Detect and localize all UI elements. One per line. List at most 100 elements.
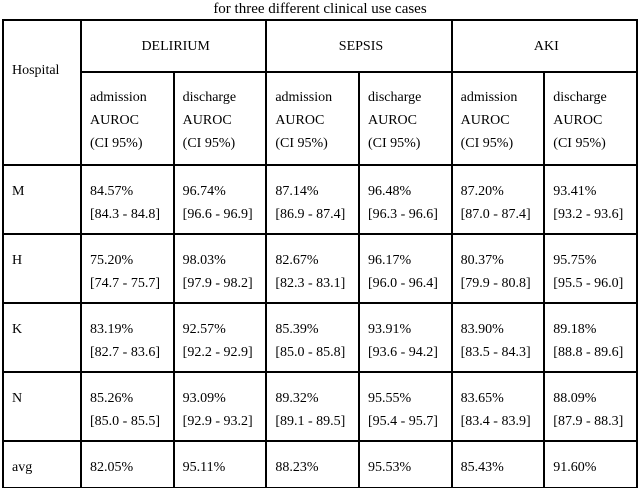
- auroc-ci: [87.9 - 88.3]: [553, 414, 624, 429]
- auroc-ci: [79.9 - 80.8]: [460, 276, 531, 291]
- subheader-sepsis-discharge: discharge AUROC (CI 95%): [357, 71, 453, 166]
- auroc-value: 91.60%: [553, 460, 597, 475]
- auroc-ci: [96.0 - 96.4]: [367, 276, 438, 291]
- group-header-sepsis: SEPSIS: [265, 19, 453, 73]
- auroc-ci: [93.2 - 93.6]: [553, 207, 624, 222]
- subheader-line: (CI 95%): [182, 136, 236, 151]
- subheader-line: admission: [460, 90, 518, 105]
- auroc-cell: 83.19% [82.7 - 83.6]: [80, 302, 175, 373]
- subheader-line: AUROC: [367, 113, 417, 128]
- hospital-column-header: Hospital: [2, 19, 82, 166]
- subheader-line: discharge: [367, 90, 422, 105]
- auroc-value: 83.90%: [460, 322, 504, 337]
- auroc-cell: 84.57% [84.3 - 84.8]: [80, 164, 175, 235]
- subheader-delirium-admission: admission AUROC (CI 95%): [80, 71, 175, 166]
- subheader-line: (CI 95%): [553, 136, 606, 151]
- auroc-cell: 95.53%: [357, 440, 453, 488]
- table-row-hospital-h: H 75.20% [74.7 - 75.7] 98.03% [97.9 - 98…: [2, 233, 638, 304]
- auroc-ci: [88.8 - 89.6]: [553, 345, 624, 360]
- auroc-ci: [89.1 - 89.5]: [275, 414, 346, 429]
- subheader-line: AUROC: [553, 113, 603, 128]
- auroc-value: 95.11%: [182, 460, 226, 475]
- table-row-hospital-k: K 83.19% [82.7 - 83.6] 92.57% [92.2 - 92…: [2, 302, 638, 373]
- auroc-value: 93.09%: [182, 391, 226, 406]
- table-row-average: avg 82.05% 95.11% 88.23% 95.53% 85.43% 9…: [2, 440, 638, 488]
- table-row-hospital-n: N 85.26% [85.0 - 85.5] 93.09% [92.9 - 93…: [2, 371, 638, 442]
- group-header-aki: AKI: [450, 19, 639, 73]
- subheader-line: admission: [275, 90, 333, 105]
- auroc-ci: [95.5 - 96.0]: [553, 276, 624, 291]
- auroc-cell: 85.26% [85.0 - 85.5]: [80, 371, 175, 442]
- auroc-ci: [92.9 - 93.2]: [182, 414, 253, 429]
- auroc-value: 85.43%: [460, 460, 504, 475]
- auroc-cell: 87.20% [87.0 - 87.4]: [450, 164, 546, 235]
- auroc-cell: 92.57% [92.2 - 92.9]: [172, 302, 268, 373]
- auroc-value: 93.41%: [553, 184, 597, 199]
- auroc-ci: [84.3 - 84.8]: [90, 207, 160, 222]
- auroc-cell: 89.18% [88.8 - 89.6]: [543, 302, 638, 373]
- auroc-cell: 98.03% [97.9 - 98.2]: [172, 233, 268, 304]
- subheader-line: discharge: [182, 90, 237, 105]
- auroc-value: 82.67%: [275, 253, 319, 268]
- auroc-cell: 96.48% [96.3 - 96.6]: [357, 164, 453, 235]
- subheader-line: (CI 95%): [367, 136, 421, 151]
- subheader-line: AUROC: [90, 113, 140, 128]
- auroc-value: 95.53%: [367, 460, 412, 475]
- auroc-ci: [85.0 - 85.8]: [275, 345, 346, 360]
- row-label: avg: [2, 440, 82, 488]
- auroc-ci: [95.4 - 95.7]: [367, 414, 438, 429]
- auroc-value: 89.32%: [275, 391, 319, 406]
- auroc-value: 87.14%: [275, 184, 319, 199]
- auroc-ci: [85.0 - 85.5]: [90, 414, 160, 429]
- auroc-value: 85.39%: [275, 322, 319, 337]
- auroc-value: 98.03%: [182, 253, 226, 268]
- auroc-value: 95.75%: [553, 253, 597, 268]
- auroc-value: 96.48%: [367, 184, 412, 199]
- subheader-aki-discharge: discharge AUROC (CI 95%): [543, 71, 638, 166]
- auroc-cell: 95.55% [95.4 - 95.7]: [357, 371, 453, 442]
- row-label: K: [2, 302, 82, 373]
- auroc-value: 83.65%: [460, 391, 504, 406]
- row-label: N: [2, 371, 82, 442]
- auroc-cell: 93.91% [93.6 - 94.2]: [357, 302, 453, 373]
- auroc-ci: [82.7 - 83.6]: [90, 345, 160, 360]
- auroc-value: 82.05%: [90, 460, 134, 475]
- auroc-cell: 96.17% [96.0 - 96.4]: [357, 233, 453, 304]
- auroc-cell: 83.65% [83.4 - 83.9]: [450, 371, 546, 442]
- auroc-cell: 93.41% [93.2 - 93.6]: [543, 164, 638, 235]
- auroc-value: 96.17%: [367, 253, 412, 268]
- auroc-ci: [96.3 - 96.6]: [367, 207, 438, 222]
- auroc-value: 89.18%: [553, 322, 597, 337]
- auroc-cell: 80.37% [79.9 - 80.8]: [450, 233, 546, 304]
- auroc-cell: 85.43%: [450, 440, 546, 488]
- auroc-value: 93.91%: [367, 322, 412, 337]
- auroc-value: 80.37%: [460, 253, 504, 268]
- auroc-cell: 75.20% [74.7 - 75.7]: [80, 233, 175, 304]
- auroc-ci: [87.0 - 87.4]: [460, 207, 531, 222]
- table-caption: for three different clinical use cases: [213, 1, 427, 17]
- subheader-sepsis-admission: admission AUROC (CI 95%): [265, 71, 360, 166]
- auroc-ci: [97.9 - 98.2]: [182, 276, 253, 291]
- auroc-ci: [86.9 - 87.4]: [275, 207, 346, 222]
- auroc-cell: 96.74% [96.6 - 96.9]: [172, 164, 268, 235]
- auroc-value: 88.23%: [275, 460, 319, 475]
- auroc-cell: 83.90% [83.5 - 84.3]: [450, 302, 546, 373]
- auroc-value: 88.09%: [553, 391, 597, 406]
- auroc-value: 83.19%: [90, 322, 134, 337]
- auroc-value: 96.74%: [182, 184, 226, 199]
- auroc-cell: 82.05%: [80, 440, 175, 488]
- auroc-ci: [96.6 - 96.9]: [182, 207, 253, 222]
- auroc-cell: 88.23%: [265, 440, 360, 488]
- row-label: H: [2, 233, 82, 304]
- row-label: M: [2, 164, 82, 235]
- auroc-cell: 87.14% [86.9 - 87.4]: [265, 164, 360, 235]
- auroc-ci: [92.2 - 92.9]: [182, 345, 253, 360]
- subheader-line: AUROC: [460, 113, 510, 128]
- auroc-value: 87.20%: [460, 184, 504, 199]
- auroc-cell: 95.11%: [172, 440, 268, 488]
- auroc-value: 75.20%: [90, 253, 134, 268]
- auroc-ci: [83.4 - 83.9]: [460, 414, 531, 429]
- subheader-aki-admission: admission AUROC (CI 95%): [450, 71, 546, 166]
- auroc-ci: [83.5 - 84.3]: [460, 345, 531, 360]
- auroc-value: 84.57%: [90, 184, 134, 199]
